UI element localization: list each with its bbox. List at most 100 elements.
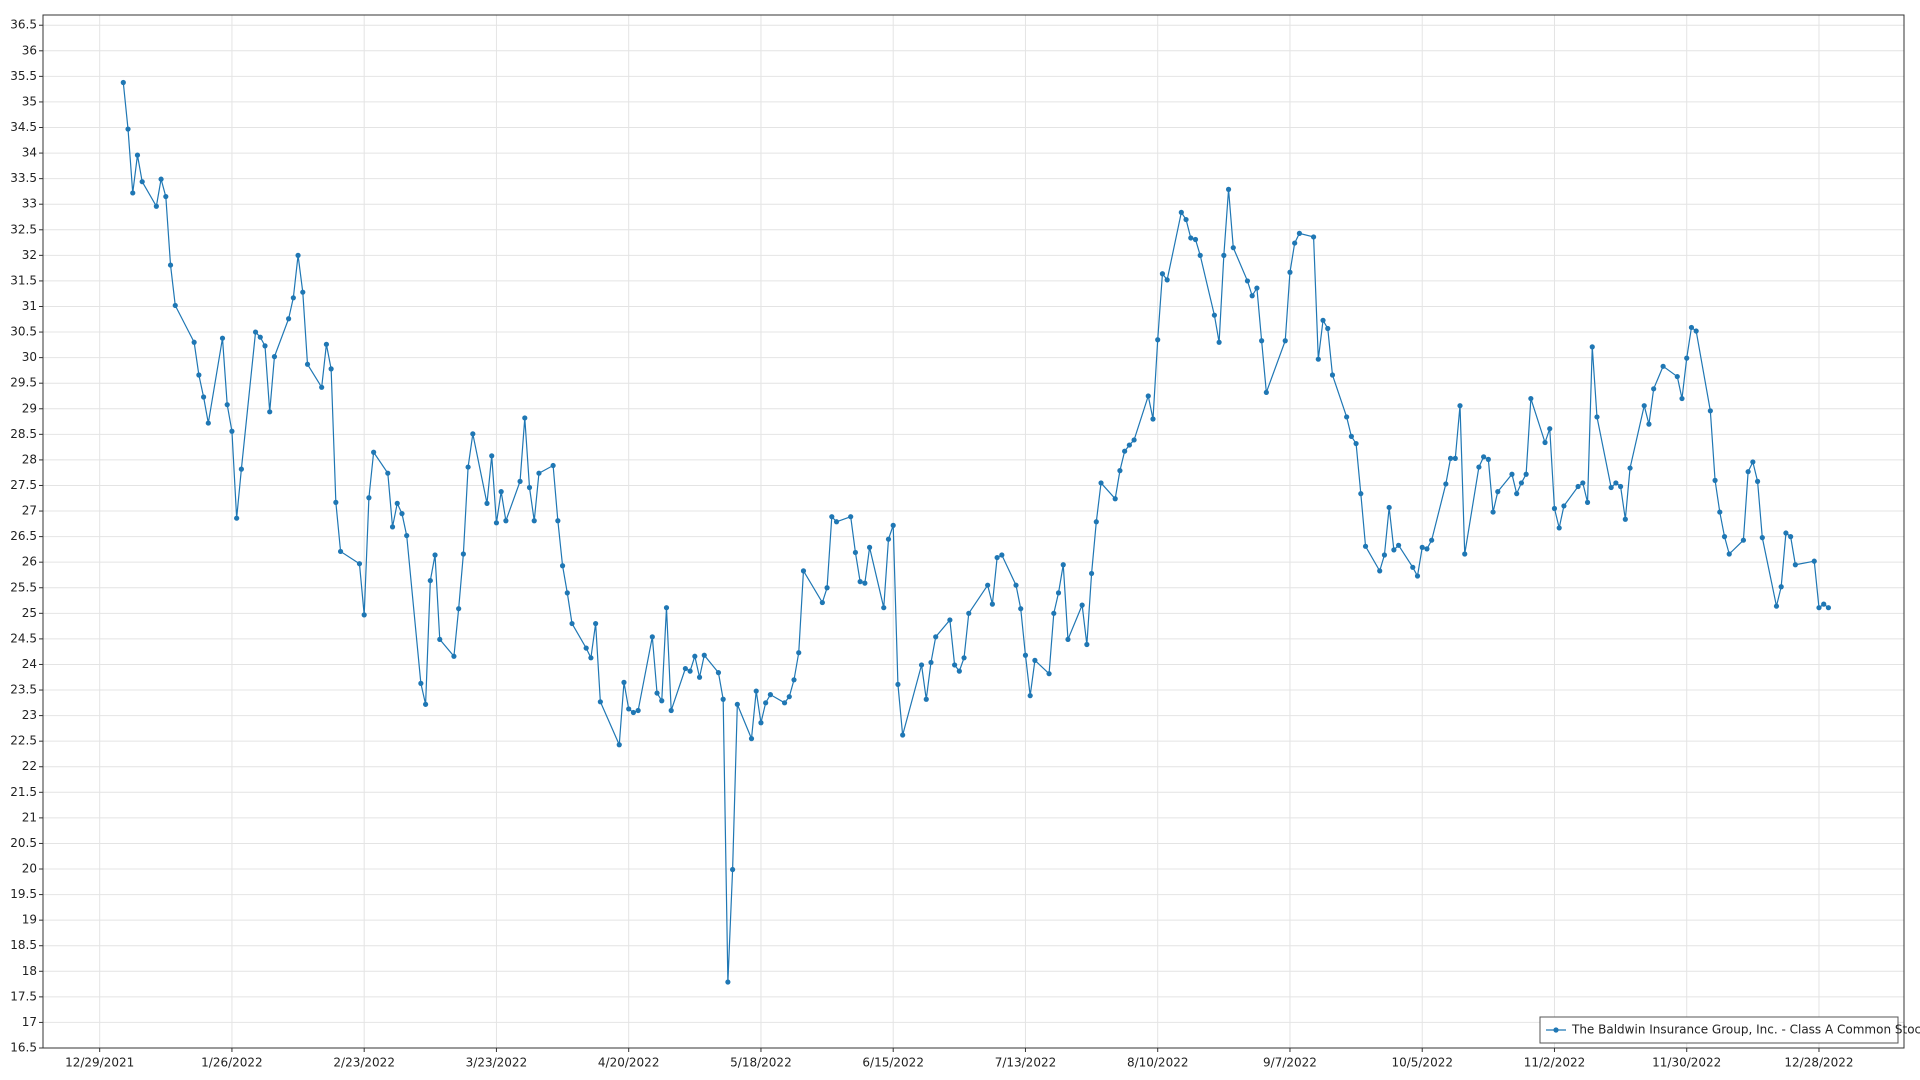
data-point [923, 696, 929, 702]
data-point [848, 514, 854, 520]
data-point [1254, 285, 1260, 291]
data-point [1490, 509, 1496, 515]
data-point [130, 190, 136, 196]
data-point [763, 700, 769, 706]
data-point [985, 582, 991, 588]
data-point [895, 681, 901, 688]
data-point [304, 361, 311, 367]
data-point [1386, 504, 1392, 511]
data-point [153, 203, 159, 209]
y-tick-label: 23.5 [10, 683, 37, 697]
data-point [687, 668, 693, 674]
data-point [1759, 535, 1765, 541]
data-point [569, 620, 575, 627]
x-tick-label: 10/5/2022 [1391, 1056, 1453, 1070]
y-tick-label: 21.5 [10, 785, 37, 799]
data-point [333, 499, 339, 505]
data-point [1589, 344, 1595, 350]
data-point [1145, 393, 1151, 399]
data-point [1811, 558, 1817, 564]
data-point [1320, 317, 1326, 323]
y-tick-label: 16.5 [10, 1041, 37, 1055]
data-point [286, 316, 292, 322]
x-tick-label: 12/28/2022 [1784, 1056, 1853, 1070]
y-tick-label: 21 [22, 810, 37, 824]
data-point [1164, 277, 1170, 283]
data-point [1429, 537, 1435, 543]
data-point [1622, 516, 1628, 522]
y-tick-label: 31 [22, 299, 37, 313]
data-point [385, 470, 391, 476]
data-point [961, 655, 967, 661]
data-point [200, 394, 207, 400]
data-point [1060, 562, 1066, 568]
data-point [1613, 480, 1619, 486]
data-point [1443, 481, 1449, 487]
data-point [668, 707, 674, 714]
data-point [238, 466, 244, 472]
data-point [120, 79, 126, 86]
legend-box [1539, 1016, 1899, 1044]
data-point [1325, 325, 1331, 332]
data-point [1358, 491, 1364, 497]
data-point [1027, 693, 1033, 699]
data-point [503, 518, 509, 524]
y-tick-label: 20 [22, 862, 37, 876]
data-point [1750, 459, 1756, 465]
y-tick-label: 32 [22, 248, 37, 262]
data-point [692, 653, 698, 659]
data-point [1315, 356, 1321, 362]
y-tick-label: 17 [22, 1015, 37, 1029]
data-point [1348, 433, 1354, 439]
data-point [427, 577, 433, 584]
y-tick-label: 27.5 [10, 478, 37, 492]
data-point [139, 179, 145, 185]
data-point [550, 462, 556, 469]
data-point [564, 590, 570, 596]
data-point [252, 329, 259, 335]
data-point [635, 707, 641, 714]
data-point [1518, 480, 1525, 486]
data-point [484, 500, 490, 506]
y-tick-label: 24.5 [10, 631, 37, 645]
data-point [526, 484, 533, 491]
data-point [1509, 471, 1515, 477]
y-tick-label: 26.5 [10, 529, 37, 543]
data-point [1244, 278, 1251, 284]
y-tick-label: 22 [22, 759, 37, 773]
x-tick-label: 1/26/2022 [201, 1056, 263, 1070]
data-point [1131, 437, 1137, 443]
data-point [1674, 373, 1680, 380]
data-point [885, 536, 892, 542]
data-point [1778, 584, 1784, 590]
y-tick-label: 18 [22, 964, 37, 978]
data-point [1485, 456, 1491, 462]
data-point [1117, 468, 1123, 474]
data-point [1476, 464, 1482, 470]
y-tick-label: 17.5 [10, 989, 37, 1003]
data-point [1712, 477, 1718, 483]
data-point [1608, 484, 1614, 491]
data-point [626, 706, 632, 712]
data-point [337, 548, 344, 555]
y-tick-label: 18.5 [10, 938, 37, 952]
y-tick-label: 27 [22, 504, 37, 518]
data-point [229, 428, 235, 434]
y-tick-label: 19 [22, 913, 37, 927]
data-point [994, 554, 1000, 561]
data-point [956, 668, 962, 674]
y-tick-label: 29.5 [10, 376, 37, 390]
data-point [1259, 338, 1265, 344]
data-point [947, 617, 953, 623]
data-point [900, 732, 906, 738]
data-point [1287, 269, 1293, 275]
data-point [1584, 499, 1591, 505]
data-point [1528, 395, 1534, 402]
data-point [753, 688, 759, 694]
data-point [715, 670, 722, 676]
data-point [1197, 252, 1203, 258]
x-tick-label: 11/30/2022 [1652, 1056, 1721, 1070]
data-point [389, 524, 396, 530]
data-point [1159, 271, 1166, 277]
